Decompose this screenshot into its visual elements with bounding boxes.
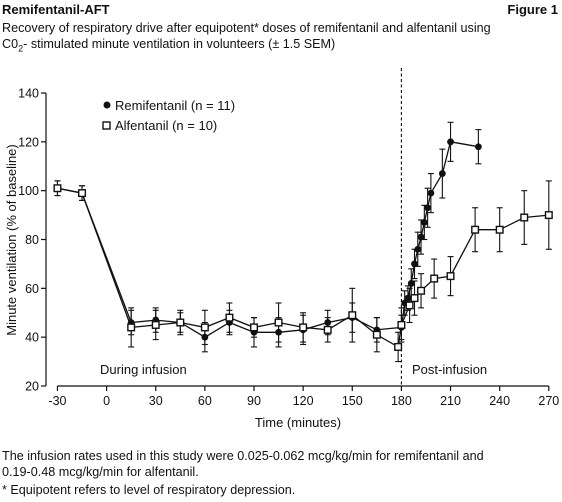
data-point-alfentanil [176,318,185,327]
data-point-alfentanil [495,225,504,234]
chart-plot-area [53,121,553,363]
data-point-alfentanil [446,272,455,281]
chart-axes: 20 40 60 80 100 120 140 -30 0 30 60 90 120 150 180 210 2… [18,87,559,409]
y-tick-label: 80 [25,233,39,247]
x-tick-label: 210 [440,394,461,408]
data-point-alfentanil [394,342,403,351]
data-point-remifentanil [404,294,412,302]
series-line [57,187,549,348]
data-point-alfentanil [397,320,406,329]
data-point-alfentanil [225,313,234,322]
data-point-alfentanil [471,225,480,234]
data-point-alfentanil [410,294,419,303]
y-tick-label: 140 [18,87,39,101]
footnote-line-1: The infusion rates used in this study we… [2,449,484,463]
subtitle-co-text: C0 [2,37,19,51]
x-axis-title: Time (minutes) [255,415,341,430]
y-tick-label: 20 [25,380,39,394]
data-point-remifentanil [411,260,418,268]
legend-remifentanil-label: Remifentanil (n = 11) [115,98,235,113]
data-point-remifentanil [420,219,428,226]
series-line [57,141,479,338]
data-point-alfentanil [520,213,529,222]
data-point-remifentanil [427,189,435,197]
y-axis-title: Minute ventilation (% of baseline) [4,144,19,336]
subtitle-subscript: 2 [18,43,24,54]
y-tick-label: 40 [25,331,39,345]
footnote-line-3: * Equipotent refers to level of respirat… [2,483,296,497]
x-tick-label: 90 [247,394,261,408]
legend-alfentanil-label: Alfentanil (n = 10) [115,118,217,133]
y-tick-label: 120 [18,135,39,149]
data-point-alfentanil [372,330,381,339]
data-point-remifentanil [447,138,454,146]
x-tick-label: 150 [342,394,363,408]
ventilation-chart: 20 40 60 80 100 120 140 -30 0 30 60 90 120 150 180 210 2… [4,68,559,430]
data-point-alfentanil [405,301,414,310]
x-tick-label: 0 [103,394,110,408]
data-point-remifentanil [414,245,422,253]
legend-remifentanil-marker [103,101,111,109]
data-point-alfentanil [544,211,553,220]
data-point-remifentanil [424,204,432,212]
data-point-remifentanil [474,143,482,151]
x-tick-label: 120 [293,394,314,408]
data-point-alfentanil [151,320,160,329]
y-tick-label: 100 [18,184,39,198]
data-point-remifentanil [438,170,446,177]
x-tick-label: 60 [198,394,212,408]
data-point-alfentanil [417,286,426,295]
figure-header-title: Remifentanil-AFT [2,2,110,17]
annotation-post-infusion: Post-infusion [412,362,487,377]
x-tick-label: 180 [391,394,412,408]
figure-number: Figure 1 [507,2,558,17]
chart-legend: Remifentanil (n = 11) Alfentanil (n = 10… [102,98,235,133]
footnote-line-2: 0.19-0.48 mcg/kg/min for alfentanil. [2,465,199,479]
data-point-alfentanil [53,184,62,193]
data-point-alfentanil [200,323,209,332]
subtitle-rest: - stimulated minute ventilation in volun… [23,37,336,51]
data-point-alfentanil [348,311,357,320]
data-point-alfentanil [250,323,259,332]
x-tick-label: 30 [149,394,163,408]
y-tick-label: 60 [25,282,39,296]
data-point-remifentanil [417,233,425,241]
data-point-alfentanil [299,323,308,332]
x-tick-label: 270 [538,394,559,408]
annotation-during-infusion: During infusion [100,362,187,377]
legend-alfentanil-marker [102,121,111,130]
data-point-alfentanil [78,189,87,198]
data-point-alfentanil [323,325,332,334]
series-remifentanil [54,121,482,353]
data-point-alfentanil [430,274,439,283]
data-point-remifentanil [407,280,415,287]
data-point-alfentanil [274,318,283,327]
subtitle-line-1: Recovery of respiratory drive after equi… [2,21,491,35]
series-alfentanil [53,180,553,363]
figure-subtitle: Recovery of respiratory drive after equi… [2,20,558,57]
subtitle-line-2: C02- stimulated minute ventilation in vo… [2,36,558,57]
data-point-alfentanil [127,323,136,332]
x-tick-label: 240 [489,394,510,408]
x-tick-label: -30 [48,394,66,408]
